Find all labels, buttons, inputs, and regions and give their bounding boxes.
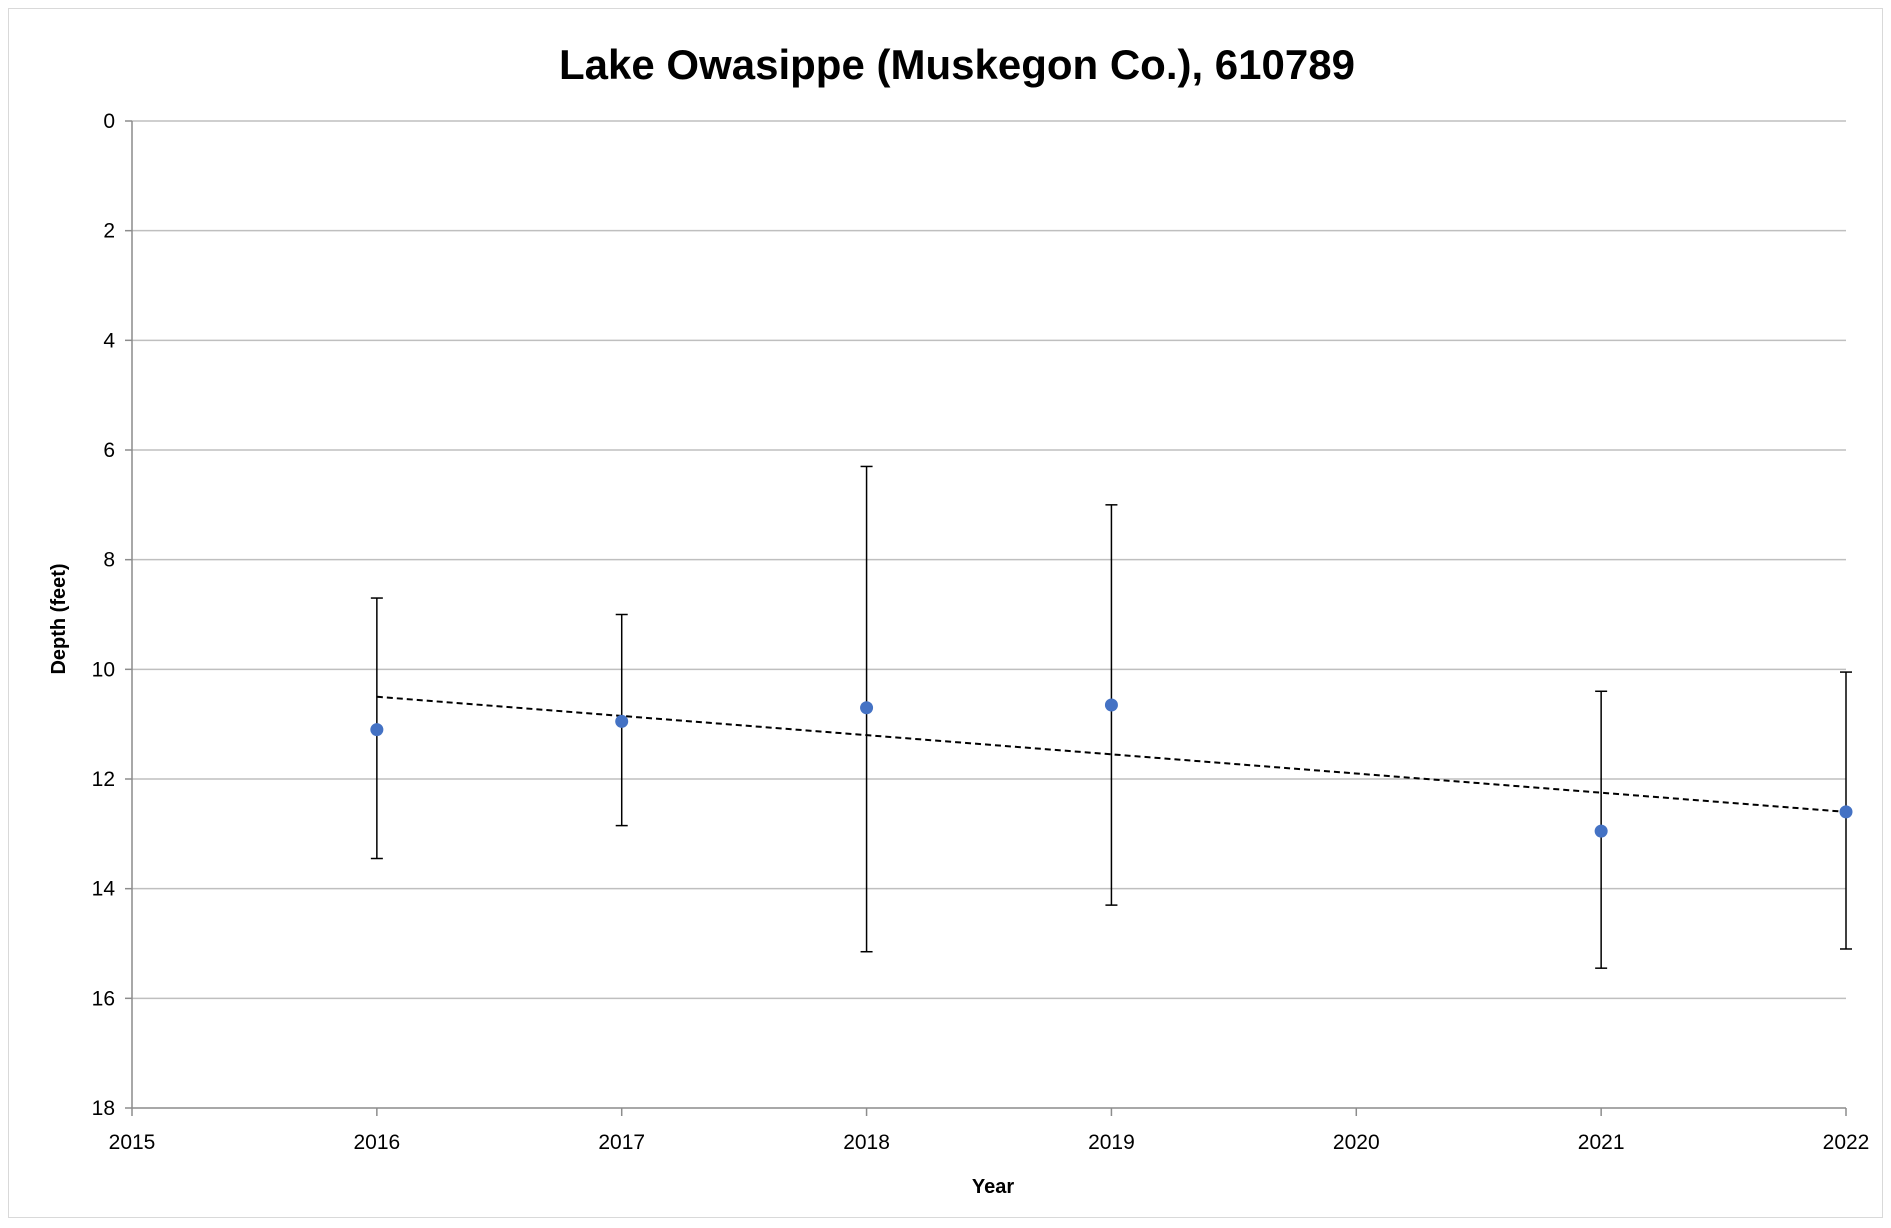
x-tick-label: 2022 [1823, 1131, 1870, 1154]
data-point-2018 [860, 701, 874, 715]
y-tick-label: 16 [92, 987, 115, 1010]
x-tick-label: 2016 [353, 1131, 400, 1154]
x-tick-label: 2021 [1578, 1131, 1625, 1154]
x-tick-label: 2018 [843, 1131, 890, 1154]
gridlines [132, 120, 1846, 1000]
chart-title: Lake Owasippe (Muskegon Co.), 610789 [559, 41, 1355, 88]
y-tick-label: 2 [103, 220, 115, 243]
y-tick-label: 10 [92, 658, 115, 681]
data-point-2016 [370, 723, 384, 737]
data-point-2022 [1839, 805, 1853, 819]
error-bars [370, 465, 1852, 969]
y-tick-label: 12 [92, 768, 115, 791]
y-axis-title: Depth (feet) [48, 563, 70, 674]
y-tick-label: 8 [103, 549, 115, 572]
y-tick-label: 4 [103, 329, 115, 352]
data-point-2017 [615, 714, 629, 728]
x-axis-title: Year [972, 1176, 1014, 1198]
chart-svg: Lake Owasippe (Muskegon Co.), 610789 0 2 4… [48, 41, 1870, 1198]
chart-frame: Lake Owasippe (Muskegon Co.), 610789 0 2 4… [8, 8, 1883, 1218]
y-tick-label: 18 [92, 1097, 115, 1120]
y-tick-label: 6 [103, 439, 115, 462]
y-tick-label: 14 [92, 878, 116, 901]
data-point-2021 [1594, 824, 1608, 838]
x-tick-label: 2015 [109, 1131, 156, 1154]
x-tick-label: 2017 [598, 1131, 645, 1154]
data-points [370, 698, 1853, 838]
x-tick-label: 2019 [1088, 1131, 1135, 1154]
axes [125, 120, 1847, 1116]
x-tick-label: 2020 [1333, 1131, 1380, 1154]
y-tick-labels: 0 2 4 6 8 10 12 14 16 18 [92, 110, 116, 1120]
y-tick-label: 0 [103, 110, 115, 133]
data-point-2019 [1104, 698, 1118, 712]
x-tick-labels: 2015 2016 2017 2018 2019 2020 2021 2022 [109, 1131, 1870, 1154]
